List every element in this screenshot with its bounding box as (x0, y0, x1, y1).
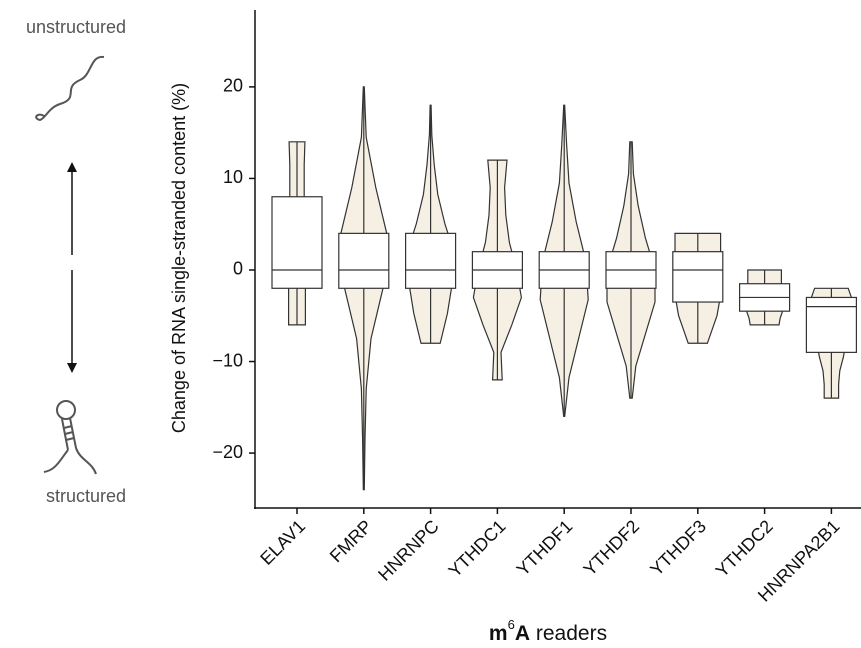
x-label-part: readers (536, 622, 607, 645)
annotation: unstructured (26, 17, 126, 37)
y-tick-label: 20 (223, 76, 243, 96)
x-label-part: 6 (508, 617, 515, 632)
x-label-part: m (489, 622, 508, 645)
x-tick-label: YTHDF3 (646, 516, 710, 580)
x-tick-label: FMRP (326, 516, 376, 566)
box (405, 232, 457, 289)
x-axis-label: m6A readers (489, 617, 607, 644)
box (805, 296, 858, 353)
y-tick-label: 10 (223, 167, 243, 187)
x-tick-label: ELAV1 (256, 516, 309, 569)
y-tick-label: −10 (212, 350, 243, 370)
unstructured-icon (35, 55, 105, 122)
x-tick-label: YTHDC2 (712, 516, 777, 581)
box (338, 232, 390, 289)
y-axis-label: Change of RNA single-stranded content (%… (169, 83, 189, 433)
y-tick-label: 0 (233, 259, 243, 279)
box (271, 196, 323, 289)
x-tick-label: YTHDC1 (445, 516, 510, 581)
box (672, 251, 724, 303)
x-tick-label: HNRNPC (374, 516, 443, 585)
annotation: structured (46, 486, 126, 506)
x-tick-label: YTHDF1 (513, 516, 577, 580)
x-label-part: A (515, 622, 530, 645)
hairpin-icon (56, 400, 76, 420)
hairpin-icon (43, 417, 97, 475)
y-tick-label: −20 (212, 442, 243, 462)
x-tick-label: YTHDF2 (580, 516, 644, 580)
